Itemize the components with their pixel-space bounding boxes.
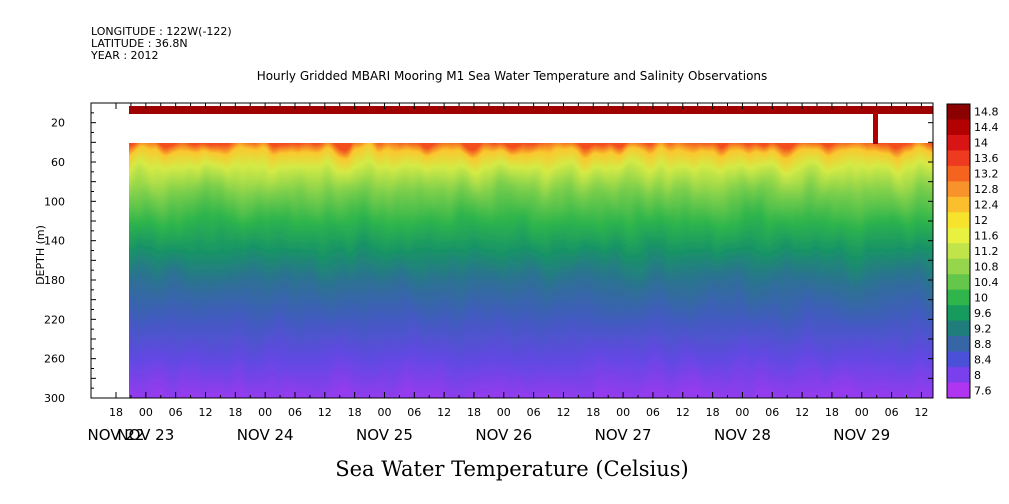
colorbar-swatch [947, 150, 970, 167]
longitude-label: LONGITUDE : 122W(-122) [91, 25, 232, 38]
x-day-label: NOV 25 [356, 426, 413, 444]
y-tick-label: 20 [51, 117, 65, 130]
colorbar-label: 8.8 [974, 338, 992, 351]
x-hour-tick-label: 00 [258, 406, 272, 419]
colorbar-swatch [947, 367, 970, 384]
colorbar-swatch [947, 382, 970, 399]
x-day-label: NOV 28 [714, 426, 771, 444]
surface-temperature-band [129, 106, 933, 114]
x-axis-ticks: 18 00 06 12 18 00 06 12 18 00 06 12 18 00 06 12 18 00 06 12… [88, 103, 928, 444]
latitude-label: LATITUDE : 36.8N [91, 37, 188, 50]
y-tick-label: 60 [51, 156, 65, 169]
x-hour-tick-label: 12 [556, 406, 570, 419]
x-hour-tick-label: 06 [169, 406, 183, 419]
y-tick-label: 100 [44, 195, 65, 208]
colorbar-label: 10.8 [974, 260, 999, 273]
x-hour-tick-label: 06 [765, 406, 779, 419]
x-axis-title: Sea Water Temperature (Celsius) [335, 457, 689, 481]
colorbar-swatch [947, 336, 970, 353]
colorbar-swatch [947, 243, 970, 260]
x-hour-tick-label: 06 [885, 406, 899, 419]
colorbar-label: 11.2 [974, 245, 999, 258]
colorbar-swatch [947, 320, 970, 337]
colorbar-label: 11.6 [974, 230, 999, 243]
x-hour-tick-label: 18 [348, 406, 362, 419]
colorbar-label: 14 [974, 137, 988, 150]
colorbar-swatch [947, 119, 970, 136]
x-day-label: NOV 27 [595, 426, 652, 444]
x-hour-tick-label: 06 [527, 406, 541, 419]
x-hour-tick-label: 12 [676, 406, 690, 419]
x-hour-tick-label: 00 [855, 406, 869, 419]
x-hour-tick-label: 12 [914, 406, 928, 419]
x-hour-tick-label: 18 [586, 406, 600, 419]
colorbar-label: 8.4 [974, 353, 992, 366]
x-hour-tick-label: 12 [318, 406, 332, 419]
colorbar-swatch [947, 165, 970, 182]
colorbar-label: 12.8 [974, 183, 999, 196]
x-day-label: NOV 24 [237, 426, 294, 444]
colorbar-swatch [947, 351, 970, 368]
x-hour-tick-label: 00 [735, 406, 749, 419]
colorbar-swatch [947, 305, 970, 322]
x-hour-tick-label: 00 [616, 406, 630, 419]
colorbar-swatch [947, 104, 970, 120]
x-hour-tick-label: 18 [109, 406, 123, 419]
temperature-field [129, 143, 933, 398]
colorbar-label: 9.2 [974, 322, 992, 335]
x-day-label: NOV 22 [88, 426, 145, 444]
x-hour-tick-label: 18 [706, 406, 720, 419]
y-tick-label: 220 [44, 313, 65, 326]
colorbar-label: 14.8 [974, 106, 999, 119]
colorbar-label: 7.6 [974, 384, 992, 397]
chart-title: Hourly Gridded MBARI Mooring M1 Sea Wate… [257, 69, 768, 83]
surface-spike [873, 112, 878, 144]
x-day-label: NOV 26 [475, 426, 532, 444]
x-hour-tick-label: 06 [407, 406, 421, 419]
colorbar-label: 12.4 [974, 199, 999, 212]
x-hour-tick-label: 18 [467, 406, 481, 419]
y-axis-ticks: 20 60 100 140 180 220 260 300 [44, 102, 933, 405]
colorbar-swatch [947, 289, 970, 306]
colorbar-swatch [947, 212, 970, 229]
colorbar-swatch [947, 134, 970, 151]
x-hour-tick-label: 18 [825, 406, 839, 419]
colorbar-label: 12 [974, 214, 988, 227]
x-hour-tick-label: 18 [228, 406, 242, 419]
x-hour-tick-label: 00 [497, 406, 511, 419]
y-tick-label: 260 [44, 353, 65, 366]
y-tick-label: 180 [44, 274, 65, 287]
colorbar-swatch [947, 227, 970, 244]
y-axis-label: DEPTH (m) [34, 225, 47, 285]
colorbar-label: 10.4 [974, 276, 999, 289]
x-hour-tick-label: 06 [288, 406, 302, 419]
y-tick-label: 140 [44, 235, 65, 248]
colorbar-label: 9.6 [974, 307, 992, 320]
x-hour-tick-label: 00 [139, 406, 153, 419]
x-hour-tick-label: 06 [646, 406, 660, 419]
colorbar-swatch [947, 258, 970, 275]
x-hour-tick-label: 00 [377, 406, 391, 419]
x-hour-tick-label: 12 [437, 406, 451, 419]
colorbar-swatch [947, 196, 970, 213]
x-hour-tick-label: 12 [198, 406, 212, 419]
colorbar-label: 14.4 [974, 121, 999, 134]
colorbar: 14.8 14.4 14 13.6 13.2 12.8 12.4 12 11.6 11.2 10.8… [946, 103, 999, 399]
colorbar-swatch [947, 274, 970, 291]
colorbar-label: 10 [974, 291, 988, 304]
colorbar-label: 13.6 [974, 152, 999, 165]
colorbar-label: 13.2 [974, 168, 999, 181]
x-day-label: NOV 23 [117, 426, 174, 444]
colorbar-swatch [947, 181, 970, 198]
colorbar-label: 8 [974, 369, 981, 382]
x-hour-tick-label: 12 [795, 406, 809, 419]
year-label: YEAR : 2012 [90, 49, 159, 62]
y-tick-label: 300 [44, 392, 65, 405]
x-day-label: NOV 29 [833, 426, 890, 444]
